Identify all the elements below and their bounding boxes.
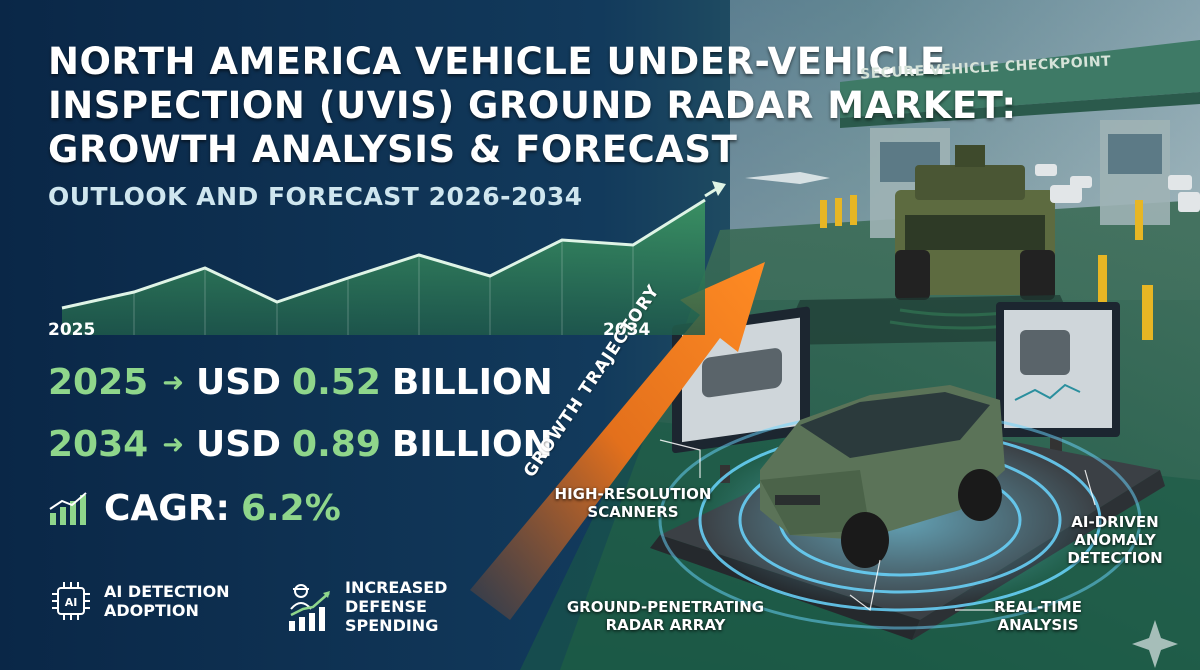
- callout-ai-line1: AI-DRIVEN: [1071, 513, 1159, 531]
- driver-defense-spending: INCREASED DEFENSE SPENDING: [283, 578, 447, 635]
- trend-end-label: 2034: [603, 320, 651, 340]
- callout-realtime-line1: REAL-TIME: [994, 598, 1082, 616]
- callout-ai-line3: DETECTION: [1067, 549, 1163, 567]
- callout-scanners-line2: SCANNERS: [587, 503, 679, 521]
- stat-start-year: 2025: [48, 362, 149, 403]
- stat-end-year: 2034: [48, 424, 149, 465]
- callout-radar-line2: RADAR ARRAY: [605, 616, 726, 634]
- callout-scanners: HIGH-RESOLUTION SCANNERS: [548, 485, 718, 521]
- ai-chip-icon: AI: [52, 582, 90, 620]
- stat-end-prefix: USD: [196, 424, 282, 465]
- page-title: North America Vehicle Under-Vehicle Insp…: [48, 40, 1017, 171]
- cagr-label: CAGR:: [104, 488, 230, 529]
- driver-defense-line2: DEFENSE: [345, 597, 427, 616]
- svg-text:AI: AI: [65, 596, 78, 609]
- scanner-monitor-right: [996, 302, 1120, 451]
- driver-defense-line3: SPENDING: [345, 616, 439, 635]
- stat-start-value: 0.52: [292, 362, 381, 403]
- driver-defense-line1: INCREASED: [345, 578, 448, 597]
- bar-growth-icon: [49, 491, 87, 525]
- stat-cagr: CAGR: 6.2%: [48, 488, 341, 529]
- military-vehicle: [895, 145, 1055, 300]
- trend-chart: [61, 181, 726, 335]
- stat-end-value: 0.89: [292, 424, 381, 465]
- page-subtitle: OUTLOOK AND FORECAST 2026-2034: [48, 182, 583, 211]
- driver-ai-line1: AI DETECTION: [104, 582, 230, 601]
- callout-ai-line2: ANOMALY: [1074, 531, 1156, 549]
- callout-radar-line1: GROUND-PENETRATING: [566, 598, 765, 616]
- cagr-value: 6.2%: [240, 488, 341, 529]
- callout-real-time: REAL-TIME ANALYSIS: [978, 598, 1098, 634]
- driver-ai-line2: ADOPTION: [104, 601, 199, 620]
- callout-ai-detection: AI-DRIVEN ANOMALY DETECTION: [1050, 513, 1180, 567]
- stat-end: 2034 ➜ USD 0.89 BILLION: [48, 424, 553, 465]
- callout-realtime-line2: ANALYSIS: [997, 616, 1079, 634]
- suv-vehicle: [760, 385, 1005, 568]
- stat-end-unit: BILLION: [391, 424, 553, 465]
- stat-start-prefix: USD: [196, 362, 282, 403]
- arrow-right-icon: ➜: [162, 429, 184, 460]
- arrow-right-icon: ➜: [162, 367, 184, 398]
- trend-start-label: 2025: [48, 320, 96, 340]
- stat-start-unit: BILLION: [391, 362, 553, 403]
- callout-scanners-line1: HIGH-RESOLUTION: [554, 485, 712, 503]
- callout-radar-array: GROUND-PENETRATING RADAR ARRAY: [548, 598, 783, 634]
- stat-start: 2025 ➜ USD 0.52 BILLION: [48, 362, 553, 403]
- defense-growth-icon: [289, 583, 330, 631]
- driver-ai-detection: AI AI DETECTION ADOPTION: [48, 578, 230, 624]
